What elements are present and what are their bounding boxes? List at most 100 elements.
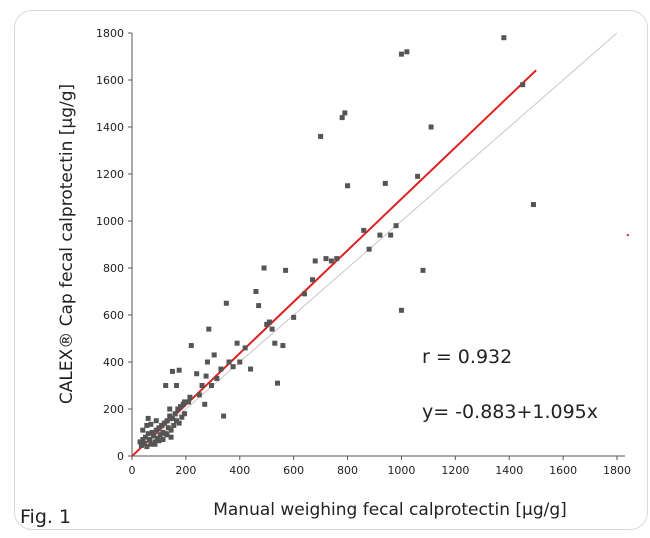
data-point: [137, 439, 143, 445]
x-tick-label: 0: [129, 464, 136, 477]
data-point: [178, 404, 183, 410]
y-tick-label: 600: [103, 309, 124, 322]
y-tick-label: 1200: [96, 168, 124, 181]
y-tick-label: 1400: [96, 121, 124, 134]
data-point: [301, 291, 307, 297]
data-point: [169, 415, 175, 421]
y-axis-label: CALEX® Cap fecal calprotectin [µg/g]: [57, 84, 77, 404]
y-tick-label: 1800: [96, 27, 124, 40]
y-tick-label: 200: [103, 403, 124, 416]
data-point: [202, 401, 208, 407]
data-point: [176, 420, 182, 426]
data-point: [339, 115, 345, 121]
data-point: [530, 202, 536, 208]
data-point: [626, 234, 629, 237]
data-point: [148, 421, 154, 427]
data-point: [164, 418, 170, 424]
x-tick-label: 400: [229, 464, 250, 477]
data-point: [382, 180, 388, 186]
data-point: [145, 431, 151, 437]
r-annotation: r = 0.932: [422, 346, 512, 368]
data-point: [237, 359, 243, 365]
data-point: [182, 399, 188, 405]
data-point: [187, 394, 193, 400]
data-point: [366, 246, 372, 252]
data-point: [179, 414, 185, 420]
data-point: [164, 432, 170, 438]
data-point: [261, 265, 267, 271]
data-point: [501, 35, 507, 41]
data-point: [269, 326, 275, 332]
x-tick-label: 1400: [495, 464, 523, 477]
y-tick-label: 400: [103, 356, 124, 369]
data-point: [226, 359, 232, 365]
data-point: [148, 441, 154, 447]
y-tick-label: 800: [103, 262, 124, 275]
data-point: [153, 427, 159, 433]
data-point: [144, 422, 150, 428]
data-point: [230, 364, 236, 370]
data-point: [167, 406, 173, 412]
x-tick-label: 1800: [603, 464, 631, 477]
data-point: [203, 373, 209, 379]
data-point: [266, 319, 272, 325]
data-point: [253, 289, 259, 294]
data-point: [167, 413, 173, 419]
data-point: [211, 352, 217, 358]
regression-line: [131, 69, 537, 457]
data-point: [142, 434, 148, 440]
data-point: [163, 383, 169, 388]
data-point: [151, 433, 157, 439]
data-point: [140, 437, 146, 443]
data-point: [398, 307, 404, 313]
x-tick-label: 1200: [441, 464, 469, 477]
data-point: [173, 418, 179, 424]
y-tick-label: 1600: [96, 74, 124, 87]
data-point: [199, 383, 205, 388]
data-point: [188, 343, 194, 349]
data-point: [145, 415, 151, 421]
data-point: [172, 411, 178, 417]
data-point: [169, 368, 175, 374]
data-point: [175, 406, 181, 412]
data-point: [242, 345, 248, 351]
data-point: [323, 256, 329, 262]
data-point: [206, 326, 212, 332]
data-point: [208, 383, 214, 388]
data-point: [204, 359, 210, 365]
axes: [128, 32, 625, 460]
data-point: [218, 366, 224, 372]
equation-annotation: y= -0.883+1.095x: [422, 401, 598, 423]
x-tick-label: 1000: [387, 464, 415, 477]
data-point: [280, 343, 286, 349]
data-point: [264, 321, 270, 327]
data-point: [291, 314, 297, 320]
data-point: [256, 303, 262, 309]
data-point: [420, 267, 426, 273]
data-point: [334, 256, 340, 262]
data-point: [140, 427, 146, 433]
data-point: [221, 413, 227, 419]
data-point: [168, 427, 174, 433]
data-point: [328, 258, 334, 264]
identity-line: [131, 32, 618, 457]
x-tick-label: 600: [283, 464, 304, 477]
data-points: [137, 35, 629, 450]
data-point: [194, 371, 200, 377]
data-point: [275, 380, 280, 386]
x-tick-label: 200: [175, 464, 196, 477]
data-point: [361, 227, 367, 233]
data-point: [161, 420, 167, 426]
data-point: [152, 441, 158, 447]
data-point: [157, 432, 163, 438]
y-tick-label: 1000: [96, 215, 124, 228]
data-point: [272, 340, 278, 346]
data-point: [153, 418, 159, 424]
data-point: [234, 340, 240, 346]
data-point: [520, 82, 526, 88]
data-point: [248, 366, 254, 372]
data-point: [398, 51, 404, 57]
data-point: [428, 124, 434, 130]
data-point: [141, 440, 147, 446]
